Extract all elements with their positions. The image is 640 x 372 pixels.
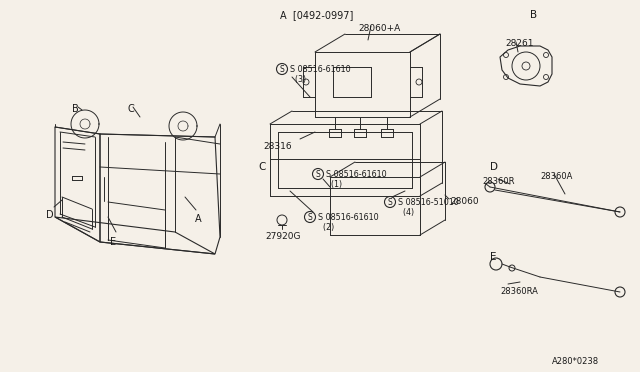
Text: E: E (490, 252, 497, 262)
Text: B: B (72, 104, 79, 114)
Text: S 08516-61610: S 08516-61610 (290, 65, 351, 74)
Text: 28261: 28261 (505, 39, 534, 48)
Text: S 08516-51010: S 08516-51010 (398, 198, 459, 207)
Text: S: S (388, 198, 392, 206)
Text: A: A (195, 214, 202, 224)
Text: 28360R: 28360R (482, 177, 515, 186)
Text: 28060: 28060 (450, 197, 479, 206)
Text: S 08516-61610: S 08516-61610 (318, 213, 379, 222)
Text: A280*0238: A280*0238 (552, 357, 599, 366)
Text: 28360A: 28360A (540, 172, 572, 181)
Text: S 08516-61610: S 08516-61610 (326, 170, 387, 179)
Text: 27920G: 27920G (265, 232, 301, 241)
Text: 28060+A: 28060+A (358, 24, 400, 33)
Text: 28316: 28316 (263, 142, 292, 151)
Text: B: B (530, 10, 537, 20)
Text: S: S (308, 212, 312, 221)
Text: (2): (2) (318, 223, 334, 232)
Text: 28360RA: 28360RA (500, 287, 538, 296)
Text: (4): (4) (398, 208, 414, 217)
Text: C: C (127, 104, 134, 114)
Text: A  [0492-0997]: A [0492-0997] (280, 10, 353, 20)
Text: E: E (110, 237, 116, 247)
Text: D: D (490, 162, 498, 172)
Text: S: S (280, 64, 284, 74)
Text: D: D (46, 210, 54, 220)
Text: C: C (258, 162, 266, 172)
Text: (1): (1) (326, 180, 342, 189)
Text: (3): (3) (290, 75, 306, 84)
Text: S: S (316, 170, 321, 179)
